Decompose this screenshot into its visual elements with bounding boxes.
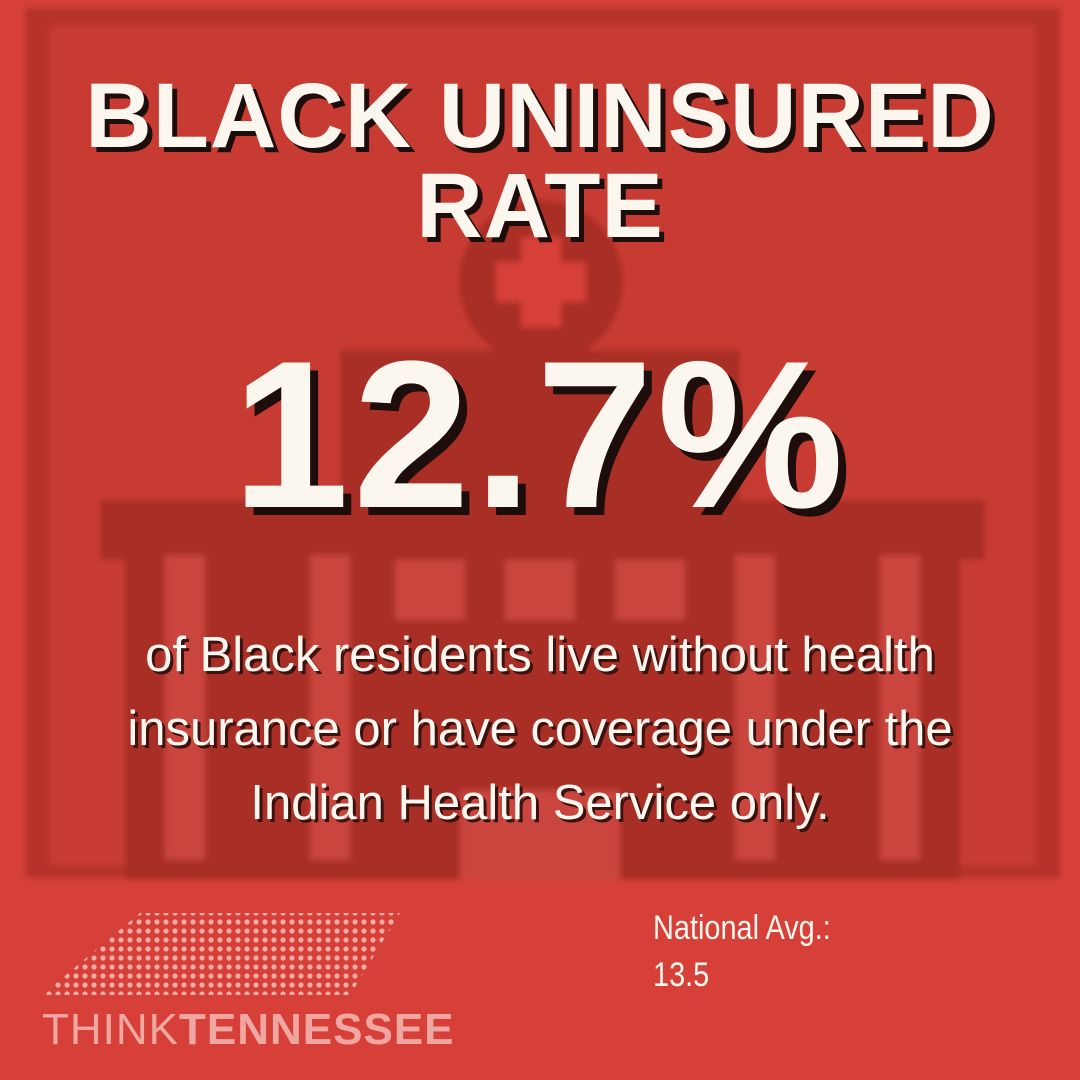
national-average-value: 13.5 [653, 956, 710, 994]
title-line: RATE [416, 155, 664, 257]
description-line: of Black residents live without health [145, 628, 935, 682]
logo-mark [42, 913, 400, 995]
title-line: BLACK UNINSURED [85, 65, 995, 167]
logo-text: THINKTENNESSEE [42, 1005, 455, 1055]
stat-value: 12.7% [232, 317, 848, 552]
logo-tennessee: TENNESSEE [179, 1005, 455, 1054]
description-line: Indian Health Service only. [250, 776, 830, 830]
description-line: insurance or have coverage under the [127, 702, 953, 756]
logo-think: THINK [42, 1005, 179, 1054]
national-average-label: National Avg.: [653, 909, 831, 947]
